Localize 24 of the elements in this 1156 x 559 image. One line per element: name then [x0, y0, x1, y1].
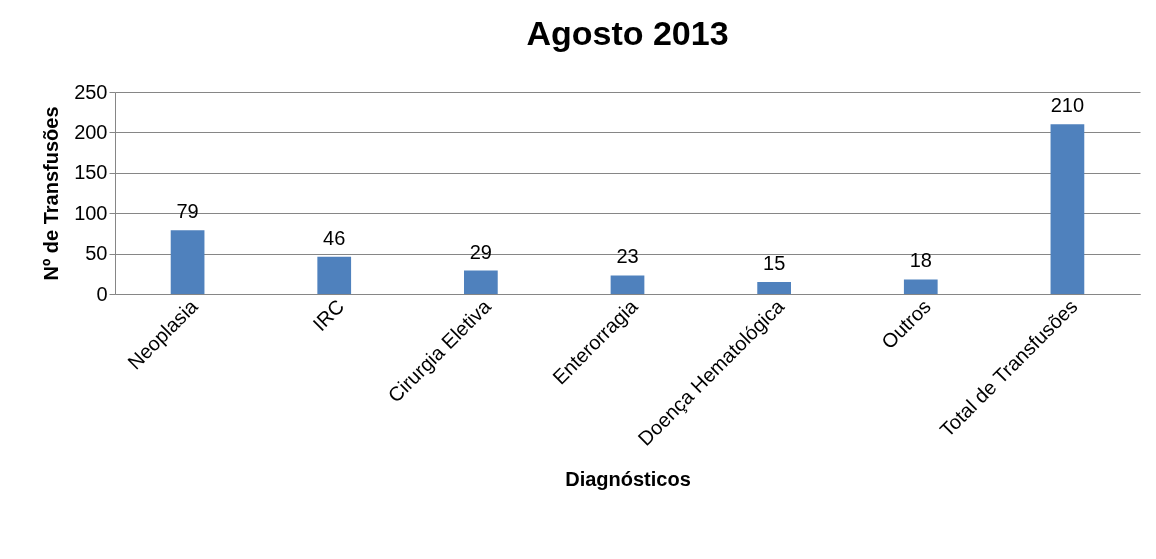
x-axis-title: Diagnósticos — [565, 467, 691, 490]
data-label: 46 — [323, 226, 346, 249]
y-tick-label: 100 — [74, 201, 108, 224]
bar — [757, 281, 791, 294]
chart-title: Agosto 2013 — [526, 14, 729, 52]
bar — [170, 230, 205, 294]
data-label: 210 — [1050, 94, 1085, 117]
bar — [903, 279, 938, 294]
x-tick-label: IRC — [308, 295, 349, 335]
bar — [1050, 124, 1085, 294]
data-label: 15 — [763, 251, 786, 274]
bar — [464, 270, 498, 294]
bar — [610, 275, 645, 294]
data-label: 79 — [176, 200, 199, 223]
data-label: 29 — [469, 240, 492, 263]
y-tick-label: 200 — [74, 120, 108, 143]
y-tick-label: 0 — [96, 282, 108, 305]
data-label: 23 — [616, 245, 639, 268]
data-label: 18 — [909, 249, 932, 272]
bar — [317, 256, 352, 294]
y-axis-title: Nº de Transfusões — [40, 106, 63, 281]
y-tick-label: 50 — [85, 242, 108, 265]
y-tick-label: 250 — [74, 80, 108, 103]
y-tick-label: 150 — [74, 161, 108, 184]
